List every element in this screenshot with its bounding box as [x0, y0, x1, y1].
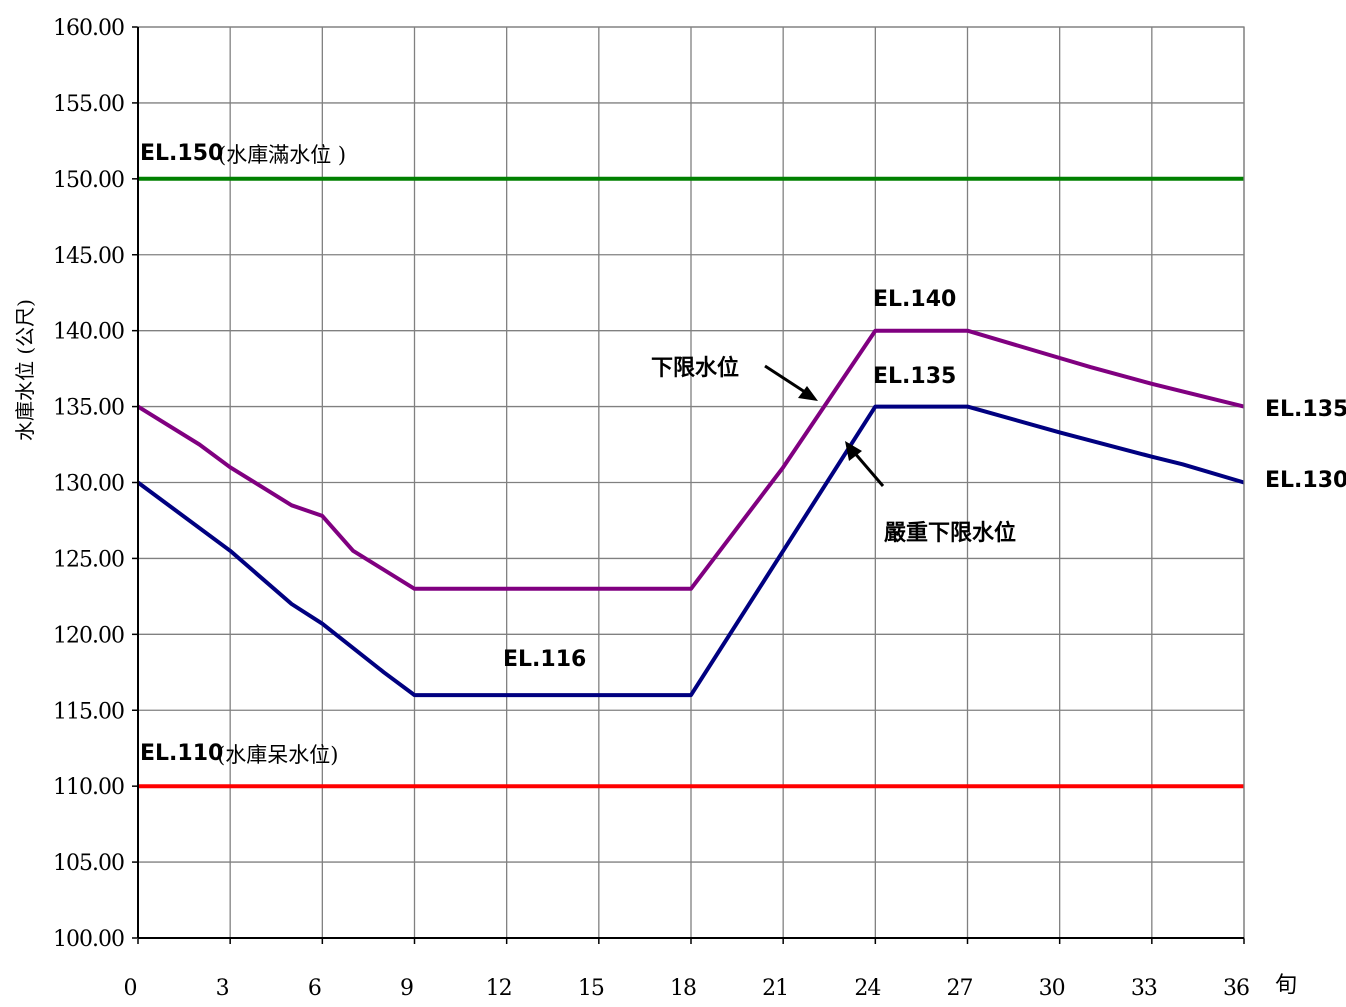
- y-tick-label: 145.00: [53, 244, 124, 269]
- y-tick-label: 100.00: [53, 927, 124, 952]
- y-tick-label: 130.00: [53, 472, 124, 497]
- series-lines: [136, 176, 1245, 789]
- series-lower-limit: [136, 328, 1245, 591]
- annotation-el130-end: EL.130: [1265, 468, 1346, 493]
- annotation-dead-el: EL.110: [140, 741, 223, 766]
- x-tick-label: 24: [854, 976, 880, 1001]
- x-tick-label: 9: [400, 976, 413, 1001]
- annotation-el135-mid: EL.135: [873, 364, 956, 389]
- annotation-severe-lower-limit: 嚴重下限水位: [884, 520, 1016, 546]
- y-tick-label: 105.00: [53, 851, 124, 876]
- x-tick-label: 12: [486, 976, 512, 1001]
- annotation-dead-name: (水庫呆水位): [217, 743, 338, 767]
- y-axis-label: 水庫水位 (公尺): [13, 299, 37, 441]
- x-tick-label: 33: [1131, 976, 1157, 1001]
- y-tick-label: 120.00: [53, 623, 124, 648]
- x-tick-label: 0: [124, 976, 137, 1001]
- x-tick-label: 21: [762, 976, 788, 1001]
- y-tick-label: 135.00: [53, 396, 124, 421]
- annotation-el116: EL.116: [503, 647, 586, 672]
- y-tick-label: 160.00: [53, 16, 124, 41]
- x-tick-label: 6: [308, 976, 321, 1001]
- x-axis-label: 旬: [1275, 973, 1296, 998]
- axes: [132, 26, 1245, 944]
- annotation-lower-limit: 下限水位: [651, 355, 739, 381]
- x-tick-label: 18: [670, 976, 696, 1001]
- x-tick-label: 3: [216, 976, 229, 1001]
- x-tick-label: 27: [947, 976, 973, 1001]
- y-tick-label: 140.00: [53, 320, 124, 345]
- arrow-severe-lower-limit: [845, 441, 885, 487]
- y-tick-label: 155.00: [53, 92, 124, 117]
- y-tick-label: 125.00: [53, 547, 124, 572]
- annotation-el140: EL.140: [873, 287, 956, 312]
- series-severe-lower-limit: [136, 404, 1245, 698]
- y-tick-label: 115.00: [53, 699, 124, 724]
- tick-labels: 100.00 105.00 110.00 115.00 120.00 125.00 130.…: [53, 16, 1250, 1001]
- arrow-lower-limit: [764, 364, 818, 401]
- y-tick-label: 110.00: [53, 775, 124, 800]
- x-tick-label: 30: [1039, 976, 1065, 1001]
- y-tick-label: 150.00: [53, 168, 124, 193]
- annotation-full-el: EL.150: [140, 141, 223, 166]
- x-tick-label: 15: [578, 976, 604, 1001]
- x-tick-label: 36: [1223, 976, 1249, 1001]
- annotation-el135-end: EL.135: [1265, 397, 1346, 422]
- annotation-full-name: (水庫滿水位 ): [218, 143, 346, 167]
